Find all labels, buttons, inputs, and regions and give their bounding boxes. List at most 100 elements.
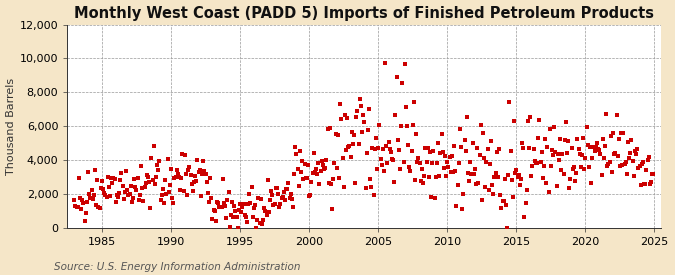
- Point: [130, 185, 140, 189]
- Point: [78, 200, 89, 205]
- Point: [557, 152, 568, 156]
- Point: [345, 155, 356, 160]
- Point: [554, 158, 564, 162]
- Point: [305, 193, 316, 197]
- Point: [329, 160, 340, 165]
- Point: [237, 205, 248, 209]
- Point: [167, 196, 178, 200]
- Point: [617, 162, 628, 167]
- Point: [563, 138, 574, 143]
- Point: [535, 160, 546, 164]
- Point: [610, 150, 621, 155]
- Point: [390, 113, 401, 117]
- Point: [464, 179, 475, 183]
- Point: [286, 192, 296, 196]
- Point: [217, 177, 228, 181]
- Point: [630, 152, 641, 156]
- Point: [645, 182, 655, 186]
- Point: [160, 178, 171, 182]
- Point: [508, 195, 518, 199]
- Point: [387, 158, 398, 163]
- Point: [531, 161, 541, 166]
- Point: [275, 202, 286, 206]
- Point: [225, 213, 236, 218]
- Point: [614, 164, 625, 168]
- Point: [392, 138, 403, 142]
- Point: [599, 143, 610, 148]
- Point: [612, 153, 623, 158]
- Point: [136, 164, 146, 168]
- Point: [489, 174, 500, 179]
- Point: [276, 196, 287, 200]
- Point: [268, 203, 279, 207]
- Point: [163, 190, 174, 194]
- Point: [470, 182, 481, 186]
- Point: [397, 81, 408, 85]
- Point: [314, 182, 325, 187]
- Point: [591, 141, 602, 145]
- Point: [593, 147, 603, 152]
- Point: [255, 197, 266, 202]
- Point: [71, 204, 82, 209]
- Point: [74, 175, 84, 180]
- Point: [281, 186, 292, 191]
- Point: [173, 171, 184, 176]
- Point: [95, 186, 106, 191]
- Point: [335, 102, 346, 106]
- Point: [351, 115, 362, 119]
- Point: [405, 169, 416, 173]
- Point: [341, 147, 352, 152]
- Point: [117, 184, 128, 188]
- Point: [500, 177, 510, 182]
- Point: [186, 182, 197, 186]
- Point: [171, 168, 182, 172]
- Point: [493, 147, 504, 151]
- Point: [323, 181, 334, 185]
- Point: [565, 176, 576, 181]
- Point: [90, 167, 101, 172]
- Point: [555, 136, 566, 141]
- Point: [490, 171, 501, 175]
- Point: [560, 119, 571, 124]
- Point: [337, 156, 348, 160]
- Point: [632, 147, 643, 151]
- Point: [480, 185, 491, 189]
- Point: [459, 138, 470, 142]
- Point: [634, 164, 645, 168]
- Point: [571, 171, 582, 176]
- Point: [227, 215, 238, 220]
- Point: [308, 151, 319, 155]
- Point: [487, 182, 497, 187]
- Point: [184, 165, 195, 169]
- Point: [246, 185, 257, 189]
- Point: [444, 155, 455, 159]
- Point: [532, 161, 543, 165]
- Point: [98, 187, 109, 191]
- Point: [315, 169, 326, 173]
- Point: [604, 160, 615, 164]
- Point: [364, 177, 375, 181]
- Point: [310, 167, 321, 172]
- Point: [633, 166, 644, 170]
- Point: [92, 178, 103, 183]
- Point: [433, 141, 443, 145]
- Point: [603, 162, 614, 167]
- Point: [139, 185, 150, 189]
- Point: [524, 115, 535, 120]
- Point: [238, 202, 249, 206]
- Point: [483, 188, 494, 192]
- Point: [514, 183, 525, 188]
- Point: [581, 125, 592, 130]
- Point: [468, 172, 479, 177]
- Point: [396, 124, 406, 128]
- Point: [539, 164, 549, 168]
- Point: [449, 144, 460, 148]
- Point: [541, 181, 551, 185]
- Point: [333, 175, 344, 180]
- Point: [394, 148, 404, 152]
- Point: [502, 226, 512, 231]
- Point: [261, 213, 272, 217]
- Point: [591, 145, 601, 149]
- Point: [147, 178, 158, 182]
- Point: [194, 168, 205, 172]
